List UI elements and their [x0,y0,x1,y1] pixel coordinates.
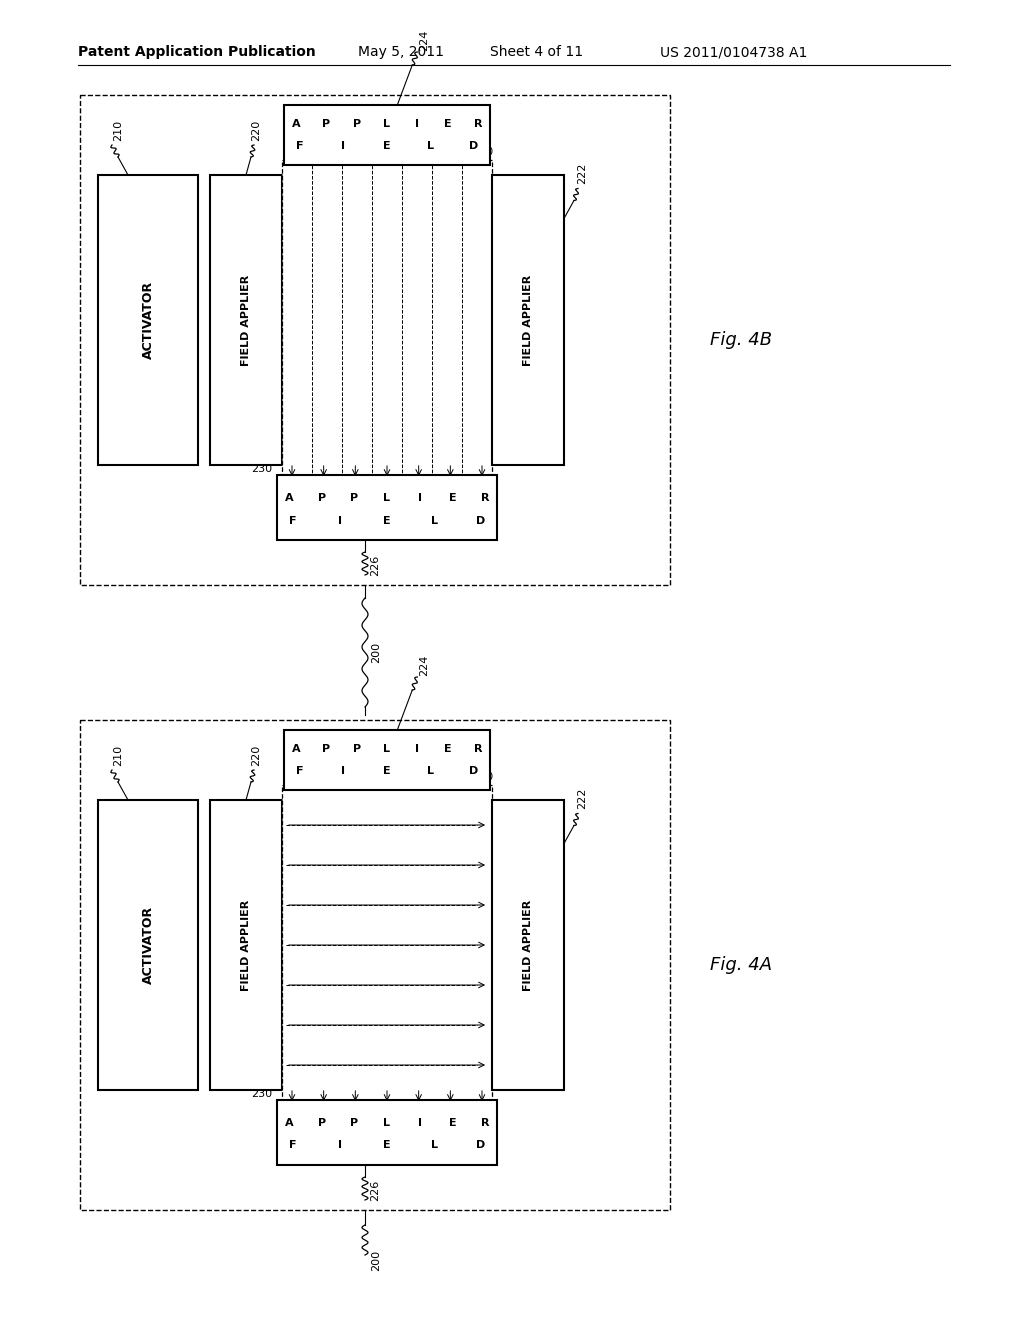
Text: E: E [383,516,391,525]
Bar [210,800,282,1090]
Text: L: L [430,516,437,525]
Text: FIELD APPLIER: FIELD APPLIER [523,275,534,366]
Text: E: E [383,141,391,150]
Text: 222: 222 [577,788,587,809]
Bar [284,730,490,789]
Text: I: I [338,516,342,525]
Text: D: D [469,766,478,776]
Bar [284,106,490,165]
Text: 226: 226 [370,1179,380,1201]
Text: R: R [480,1118,489,1127]
Text: E: E [449,492,456,503]
Text: A: A [292,744,300,754]
Text: 224: 224 [419,29,429,50]
Text: R: R [474,744,482,754]
Text: ACTIVATOR: ACTIVATOR [141,281,155,359]
Text: F: F [296,766,304,776]
Text: US 2011/0104738 A1: US 2011/0104738 A1 [660,45,807,59]
Text: FIELD APPLIER: FIELD APPLIER [241,275,251,366]
Text: 220: 220 [251,119,261,141]
Bar [492,176,564,465]
Text: 224: 224 [419,655,429,676]
Bar [282,160,492,480]
Text: L: L [384,119,390,129]
Text: 20: 20 [480,147,494,157]
Text: E: E [443,744,452,754]
Text: D: D [476,516,485,525]
Text: D: D [476,1140,485,1151]
Text: F: F [296,141,304,150]
Text: F: F [289,1140,297,1151]
Text: L: L [430,1140,437,1151]
Text: Patent Application Publication: Patent Application Publication [78,45,315,59]
Text: Sheet 4 of 11: Sheet 4 of 11 [490,45,583,59]
Text: E: E [383,1140,391,1151]
Text: 222: 222 [577,162,587,185]
Text: E: E [449,1118,456,1127]
Text: 200: 200 [371,1250,381,1271]
Text: P: P [323,744,331,754]
Text: I: I [416,119,420,129]
Text: I: I [338,1140,342,1151]
Bar [98,800,198,1090]
Text: ACTIVATOR: ACTIVATOR [141,906,155,985]
Text: I: I [341,766,345,776]
Text: 210: 210 [113,119,123,140]
Text: P: P [317,492,326,503]
Text: I: I [416,744,420,754]
Bar [80,95,670,585]
Text: A: A [285,492,293,503]
Text: 210: 210 [113,744,123,766]
Text: 230: 230 [251,1089,272,1100]
Bar [98,176,198,465]
Text: Fig. 4B: Fig. 4B [710,331,772,348]
Bar [210,176,282,465]
Text: R: R [474,119,482,129]
Text: 20: 20 [480,772,494,781]
Text: L: L [384,744,390,754]
Text: D: D [469,141,478,150]
Text: P: P [350,492,358,503]
Text: I: I [341,141,345,150]
Bar [278,1100,497,1166]
Text: I: I [418,492,422,503]
Text: A: A [285,1118,293,1127]
Text: I: I [418,1118,422,1127]
Text: L: L [427,141,434,150]
Text: 226: 226 [370,554,380,576]
Text: E: E [443,119,452,129]
Text: P: P [352,744,360,754]
Text: P: P [352,119,360,129]
Text: 220: 220 [251,744,261,766]
Text: L: L [384,1118,390,1127]
Bar [278,475,497,540]
Text: Fig. 4A: Fig. 4A [710,956,772,974]
Bar [80,719,670,1210]
Text: P: P [323,119,331,129]
Text: E: E [383,766,391,776]
Bar [492,800,564,1090]
Text: P: P [317,1118,326,1127]
Text: P: P [350,1118,358,1127]
Text: FIELD APPLIER: FIELD APPLIER [241,899,251,990]
Text: 200: 200 [371,642,381,663]
Text: L: L [427,766,434,776]
Bar [282,785,492,1105]
Text: L: L [384,492,390,503]
Text: May 5, 2011: May 5, 2011 [358,45,444,59]
Text: 230: 230 [251,465,272,474]
Text: A: A [292,119,300,129]
Text: R: R [480,492,489,503]
Text: F: F [289,516,297,525]
Text: FIELD APPLIER: FIELD APPLIER [523,899,534,990]
